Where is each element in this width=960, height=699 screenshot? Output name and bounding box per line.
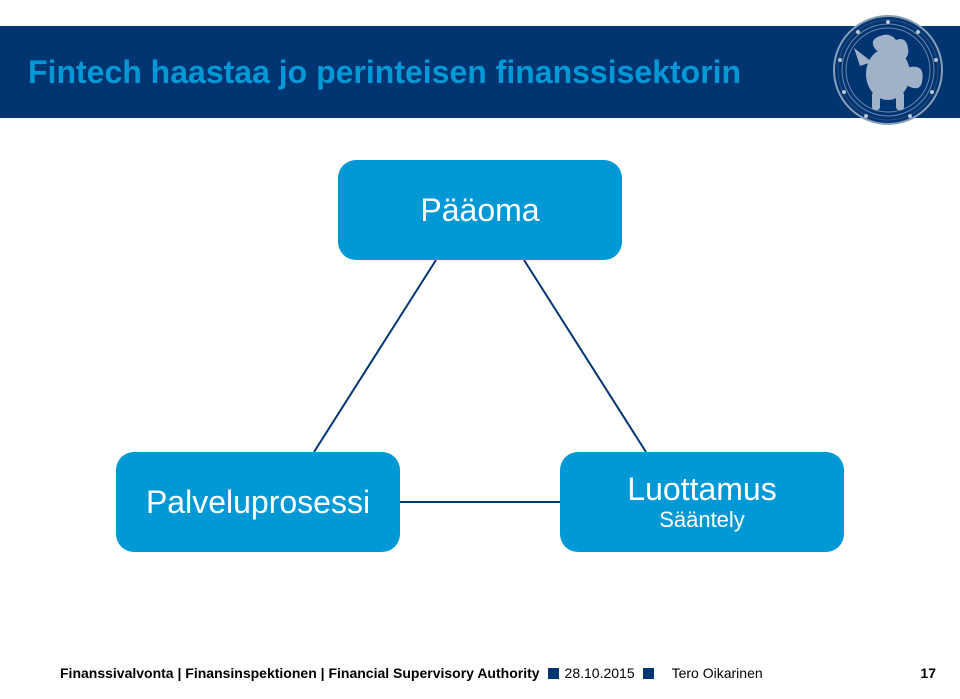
node-label: Pääoma: [420, 192, 539, 229]
node-right: LuottamusSääntely: [560, 452, 844, 552]
footer: Finanssivalvonta | Finansinspektionen | …: [0, 661, 960, 685]
node-sublabel: Sääntely: [659, 508, 745, 532]
edge: [314, 260, 436, 452]
diagram: Pääoma Palveluprosessi LuottamusSääntely: [0, 118, 960, 638]
node-top: Pääoma: [338, 160, 622, 260]
page-title: Fintech haastaa jo perinteisen finanssis…: [28, 54, 741, 91]
footer-square-icon: [643, 668, 654, 679]
footer-author: Tero Oikarinen: [672, 665, 763, 681]
edge: [524, 260, 646, 452]
slide: Fintech haastaa jo perinteisen finanssis…: [0, 0, 960, 699]
footer-page: 17: [920, 665, 936, 681]
footer-square-icon: [548, 668, 559, 679]
footer-date: 28.10.2015: [565, 665, 635, 681]
crest-icon: [828, 10, 948, 130]
footer-org: Finanssivalvonta | Finansinspektionen | …: [60, 665, 540, 681]
header-bar: Fintech haastaa jo perinteisen finanssis…: [0, 26, 960, 118]
node-left: Palveluprosessi: [116, 452, 400, 552]
node-label: Palveluprosessi: [146, 484, 370, 521]
node-label: Luottamus: [627, 471, 776, 508]
